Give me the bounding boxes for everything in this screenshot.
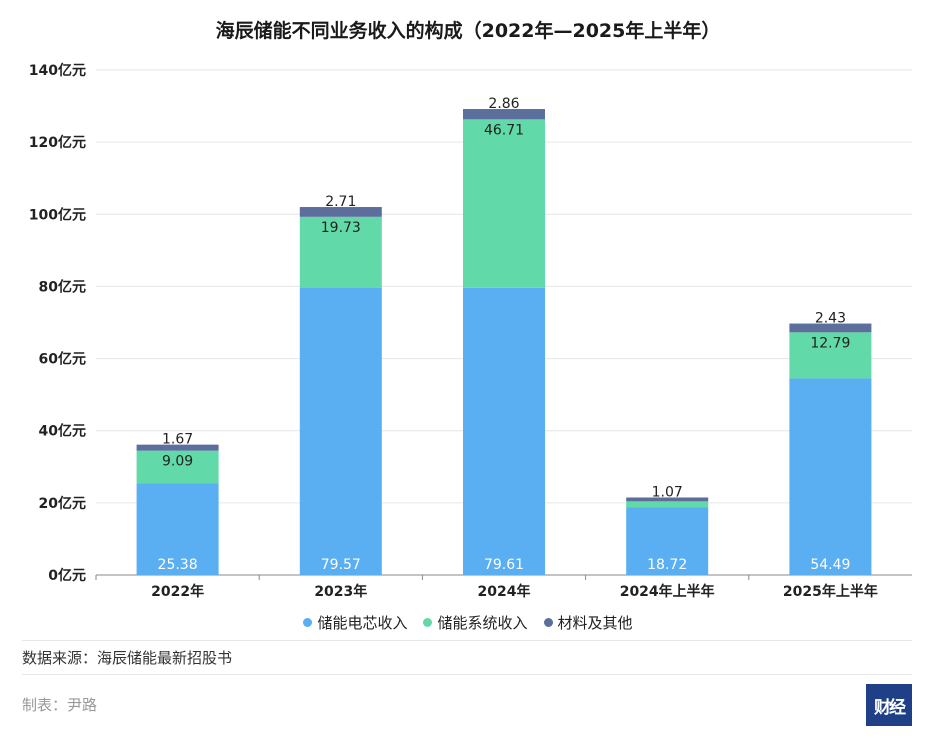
legend-marker-system xyxy=(423,618,433,627)
bar-segment-other xyxy=(626,497,709,502)
y-tick-label: 100亿元 xyxy=(29,206,86,223)
divider-bottom xyxy=(22,674,912,675)
caijing-logo: 财经 xyxy=(866,684,912,726)
bar-segment-other xyxy=(299,207,382,217)
maker-credit: 制表：尹路 xyxy=(22,696,98,714)
bar-segment-system xyxy=(463,119,545,288)
data-label-system: 12.79 xyxy=(810,335,850,351)
data-label-cell: 25.38 xyxy=(158,557,198,573)
data-label-system: 9.09 xyxy=(162,454,193,470)
legend-label-other: 材料及其他 xyxy=(557,614,633,632)
bar-segment-cell xyxy=(299,287,382,575)
y-tick-label: 140亿元 xyxy=(29,62,86,79)
x-tick-label: 2024年 xyxy=(478,583,531,600)
bar-segment-cell xyxy=(789,378,872,575)
data-label-cell: 79.57 xyxy=(321,557,361,573)
data-label-cell: 79.61 xyxy=(484,557,524,573)
y-tick-label: 60亿元 xyxy=(39,351,86,368)
y-tick-label: 20亿元 xyxy=(39,495,86,512)
data-label-other: 2.43 xyxy=(815,311,846,327)
logo-text: 财经 xyxy=(874,697,906,718)
legend-marker-cell xyxy=(303,618,313,627)
chart-title: 海辰储能不同业务收入的构成（2022年—2025年上半年） xyxy=(215,20,721,42)
data-label-system: 46.71 xyxy=(484,122,524,138)
data-label-other: 2.86 xyxy=(488,96,519,112)
chart-legend: 储能电芯收入 储能系统收入 材料及其他 xyxy=(0,612,936,633)
bar-segment-system xyxy=(626,501,709,508)
x-tick-label: 2025年上半年 xyxy=(783,583,878,600)
data-label-cell: 54.49 xyxy=(810,557,850,573)
divider-top xyxy=(22,640,912,641)
bar-segment-system xyxy=(789,332,872,379)
legend-label-cell: 储能电芯收入 xyxy=(317,614,408,632)
data-label-other: 2.71 xyxy=(325,194,356,210)
bar-segment-other xyxy=(789,323,872,333)
bar-segment-cell xyxy=(463,287,545,575)
data-label-other: 1.07 xyxy=(652,484,683,500)
y-tick-label: 40亿元 xyxy=(39,423,86,440)
x-tick-label: 2023年 xyxy=(314,583,367,600)
y-tick-label: 120亿元 xyxy=(29,134,86,151)
legend-item-cell: 储能电芯收入 xyxy=(303,612,407,633)
bar-segment-system xyxy=(136,450,219,484)
x-tick-label: 2022年 xyxy=(151,583,204,600)
bar-segment-system xyxy=(299,216,382,288)
legend-item-other: 材料及其他 xyxy=(543,612,633,633)
bar-segment-cell xyxy=(136,483,219,575)
bar-segment-other xyxy=(463,109,545,120)
stacked-bar-chart: 0亿元 20亿元 40亿元 60亿元 80亿元 100亿元 120亿元 140亿元 2022年 2… xyxy=(29,62,912,600)
data-label-other: 1.67 xyxy=(162,432,193,448)
legend-marker-other xyxy=(543,618,553,627)
y-tick-label: 0亿元 xyxy=(48,567,86,584)
y-tick-label: 80亿元 xyxy=(39,278,86,295)
data-label-cell: 18.72 xyxy=(647,557,687,573)
bar-segment-cell xyxy=(626,507,709,575)
data-source-note: 数据来源：海辰储能最新招股书 xyxy=(22,649,233,667)
bar-segment-other xyxy=(136,444,219,451)
legend-item-system: 储能系统收入 xyxy=(423,612,528,633)
data-label-system: 19.73 xyxy=(321,220,361,236)
legend-label-system: 储能系统收入 xyxy=(437,614,528,632)
x-tick-label: 2024年上半年 xyxy=(620,583,715,600)
